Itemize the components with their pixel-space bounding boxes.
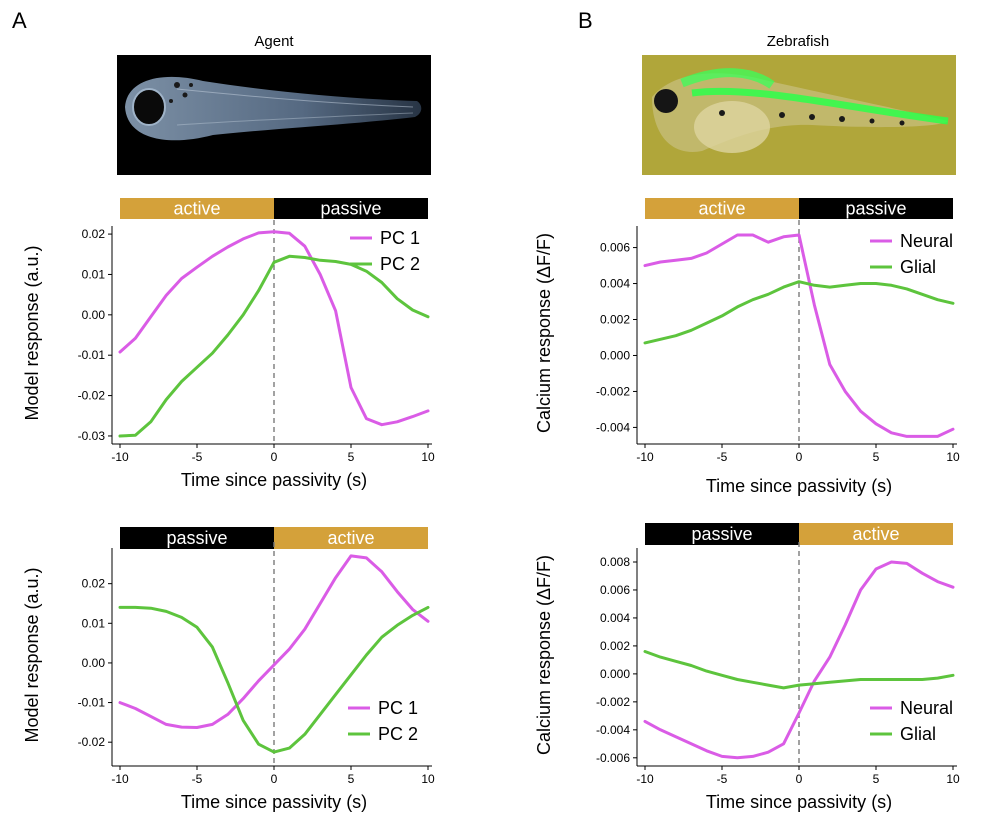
chart-a-bottom-x-tick-label: 5 <box>348 772 355 786</box>
chart-a-top-series-pc-1-line <box>118 230 430 427</box>
chart-a-bottom-x-tick-label: -5 <box>192 772 203 786</box>
chart-b-bottom-x-axis-label: Time since passivity (s) <box>706 792 892 812</box>
zebrafish-image-title: Zebrafish <box>766 33 830 50</box>
chart-a-bottom-legend-label: PC 2 <box>378 724 418 744</box>
chart-b-bottom-band-active <box>799 523 953 545</box>
chart-b-top-x-tick-label: -10 <box>636 450 654 464</box>
chart-a-bottom-series-pc-1-line <box>118 554 430 729</box>
chart-a-top-band-label-passive: passive <box>320 199 381 219</box>
chart-b-top-band-label-passive: passive <box>845 199 906 219</box>
chart-b-bottom-x-tick-label: 0 <box>796 772 803 786</box>
chart-b-bottom-y-axis-label: Calcium response (ΔF/F) <box>534 555 554 755</box>
chart-a-bottom-x-tick-label: 0 <box>271 772 278 786</box>
chart-a-top-y-tick-label: -0.02 <box>78 389 106 403</box>
chart-a-bottom-band-label-active: active <box>327 528 374 548</box>
chart-b-bottom-y-tick-label: -0.004 <box>596 723 630 737</box>
chart-b-top-y-tick-label: -0.004 <box>596 420 630 434</box>
chart-a-bottom-y-tick-label: 0.00 <box>82 656 106 670</box>
chart-a-bottom-series-pc-2-line <box>118 605 430 754</box>
chart-b-bottom-y-tick-label: 0.004 <box>600 611 630 625</box>
chart-b-bottom-band-label-active: active <box>852 524 899 544</box>
chart-a-bottom-band-label-passive: passive <box>166 528 227 548</box>
chart-a-bottom-x-tick-label: -10 <box>111 772 129 786</box>
chart-a-top-x-tick-label: -5 <box>192 450 203 464</box>
chart-b-top-y-axis-label: Calcium response (ΔF/F) <box>534 233 554 433</box>
chart-a-top-x-tick-label: -10 <box>111 450 129 464</box>
chart-a-bottom-y-tick-label: -0.02 <box>78 735 106 749</box>
chart-a-top-y-tick-label: -0.03 <box>78 429 106 443</box>
chart-a-top-series-pc-2-line <box>118 254 430 438</box>
chart-b-top-legend-label: Glial <box>900 257 936 277</box>
chart-a-bottom-y-tick-label: 0.02 <box>82 577 106 591</box>
chart-b-top-y-tick-label: -0.002 <box>596 384 630 398</box>
chart-b-bottom-y-tick-label: 0.008 <box>600 555 630 569</box>
chart-b-top-band-label-active: active <box>698 199 745 219</box>
chart-b-top-band-active <box>645 198 799 219</box>
chart-a-bottom-band-passive <box>120 527 274 549</box>
chart-a-bottom-band-active <box>274 527 428 549</box>
chart-a-top-y-tick-label: 0.02 <box>82 227 106 241</box>
chart-b-top-y-tick-label: 0.002 <box>600 313 630 327</box>
agent-image-title: Agent <box>254 33 294 50</box>
chart-a-top-legend-label: PC 2 <box>380 254 420 274</box>
chart-b-top-x-tick-label: -5 <box>717 450 728 464</box>
chart-b-top-x-tick-label: 10 <box>946 450 960 464</box>
chart-a-top-band-active <box>120 198 274 219</box>
chart-b-top-series-glial-line <box>643 280 955 345</box>
chart-a-bottom-y-tick-label: -0.01 <box>78 696 106 710</box>
chart-a-top-x-axis-label: Time since passivity (s) <box>181 470 367 490</box>
chart-b-bottom-legend-label: Neural <box>900 698 953 718</box>
chart-b-top-legend-label: Neural <box>900 231 953 251</box>
chart-a-bottom-x-tick-label: 10 <box>421 772 435 786</box>
chart-a-top-x-tick-label: 10 <box>421 450 435 464</box>
chart-a-top-y-tick-label: 0.01 <box>82 267 106 281</box>
chart-b-bottom-band-passive <box>645 523 799 545</box>
chart-b-bottom-series-glial-line <box>643 650 955 690</box>
panel-letter-b: B <box>578 8 593 33</box>
chart-a-top-y-tick-label: -0.01 <box>78 348 106 362</box>
chart-b-top-x-tick-label: 5 <box>873 450 880 464</box>
chart-b-bottom-x-tick-label: -5 <box>717 772 728 786</box>
chart-b-bottom-legend-label: Glial <box>900 724 936 744</box>
chart-b-top-x-axis-label: Time since passivity (s) <box>706 476 892 496</box>
chart-b-top-y-tick-label: 0.006 <box>600 241 630 255</box>
chart-b-bottom-y-tick-label: -0.006 <box>596 751 630 765</box>
chart-b-bottom-series-neural-line <box>643 560 955 760</box>
chart-a-top-band-passive <box>274 198 428 219</box>
chart-a-top-y-axis-label: Model response (a.u.) <box>22 245 42 420</box>
chart-b-bottom-y-tick-label: 0.000 <box>600 667 630 681</box>
chart-a-bottom-y-axis-label: Model response (a.u.) <box>22 567 42 742</box>
chart-b-bottom-x-tick-label: -10 <box>636 772 654 786</box>
chart-a-bottom-y-tick-label: 0.01 <box>82 616 106 630</box>
chart-b-top-y-tick-label: 0.004 <box>600 277 630 291</box>
chart-b-bottom-x-tick-label: 10 <box>946 772 960 786</box>
chart-b-top-x-tick-label: 0 <box>796 450 803 464</box>
chart-a-top-band-label-active: active <box>173 199 220 219</box>
chart-b-top-series-neural-line <box>643 233 955 438</box>
chart-b-top-y-tick-label: 0.000 <box>600 348 630 362</box>
panel-letter-a: A <box>12 8 27 33</box>
chart-b-bottom-x-tick-label: 5 <box>873 772 880 786</box>
chart-b-bottom-y-tick-label: 0.006 <box>600 583 630 597</box>
chart-b-bottom-y-tick-label: 0.002 <box>600 639 630 653</box>
chart-b-bottom-band-label-passive: passive <box>691 524 752 544</box>
chart-a-top-legend-label: PC 1 <box>380 228 420 248</box>
zebrafish-fluorescence-image <box>642 55 956 175</box>
chart-a-top-x-tick-label: 5 <box>348 450 355 464</box>
agent-fish-image <box>117 55 431 175</box>
chart-b-bottom-y-tick-label: -0.002 <box>596 695 630 709</box>
chart-a-bottom-x-axis-label: Time since passivity (s) <box>181 792 367 812</box>
chart-a-bottom-legend-label: PC 1 <box>378 698 418 718</box>
chart-a-top-x-tick-label: 0 <box>271 450 278 464</box>
chart-a-top-y-tick-label: 0.00 <box>82 308 106 322</box>
chart-b-top-band-passive <box>799 198 953 219</box>
